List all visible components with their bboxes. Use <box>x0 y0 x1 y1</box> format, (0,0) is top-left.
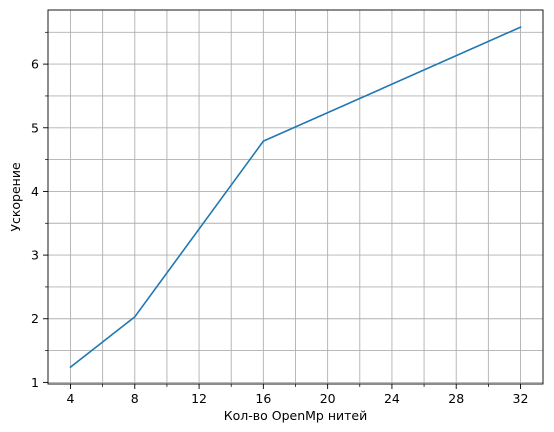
x-tick-label: 20 <box>320 391 336 406</box>
y-axis-label: Ускорение <box>8 162 23 232</box>
x-tick-label: 32 <box>513 391 529 406</box>
x-tick-label: 4 <box>67 391 75 406</box>
x-axis-label: Кол-во OpenMp нитей <box>224 408 367 423</box>
x-tick-label: 28 <box>448 391 464 406</box>
x-tick-label: 12 <box>191 391 207 406</box>
y-tick-label: 1 <box>31 375 39 390</box>
y-tick-label: 2 <box>31 311 39 326</box>
x-tick-label: 16 <box>255 391 271 406</box>
x-tick-label: 8 <box>131 391 139 406</box>
grid <box>48 10 543 384</box>
x-tick-label: 24 <box>384 391 400 406</box>
y-tick-label: 5 <box>31 120 39 135</box>
y-tick-label: 4 <box>31 184 39 199</box>
y-tick-label: 3 <box>31 248 39 263</box>
y-tick-label: 6 <box>31 57 39 72</box>
series-line <box>69 26 522 369</box>
series-group <box>69 26 522 369</box>
